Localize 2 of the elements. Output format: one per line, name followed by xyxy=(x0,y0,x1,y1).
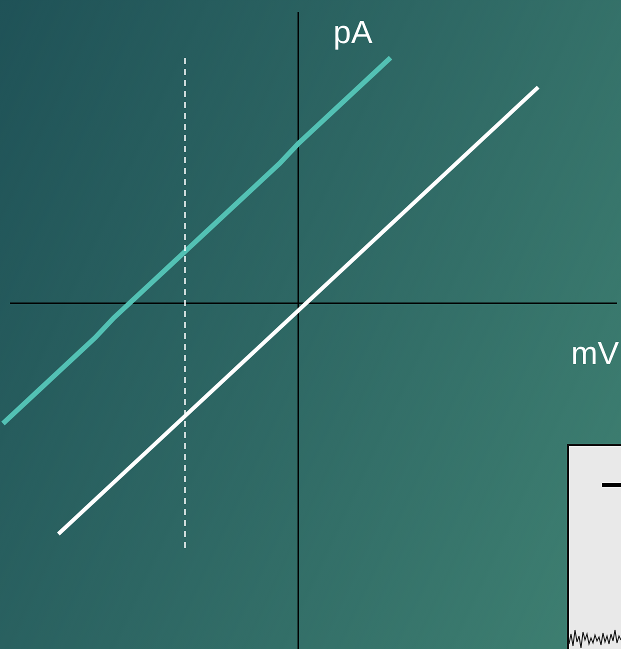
y-axis-title: pA xyxy=(333,14,374,50)
x-axis-title: mV xyxy=(571,335,620,372)
